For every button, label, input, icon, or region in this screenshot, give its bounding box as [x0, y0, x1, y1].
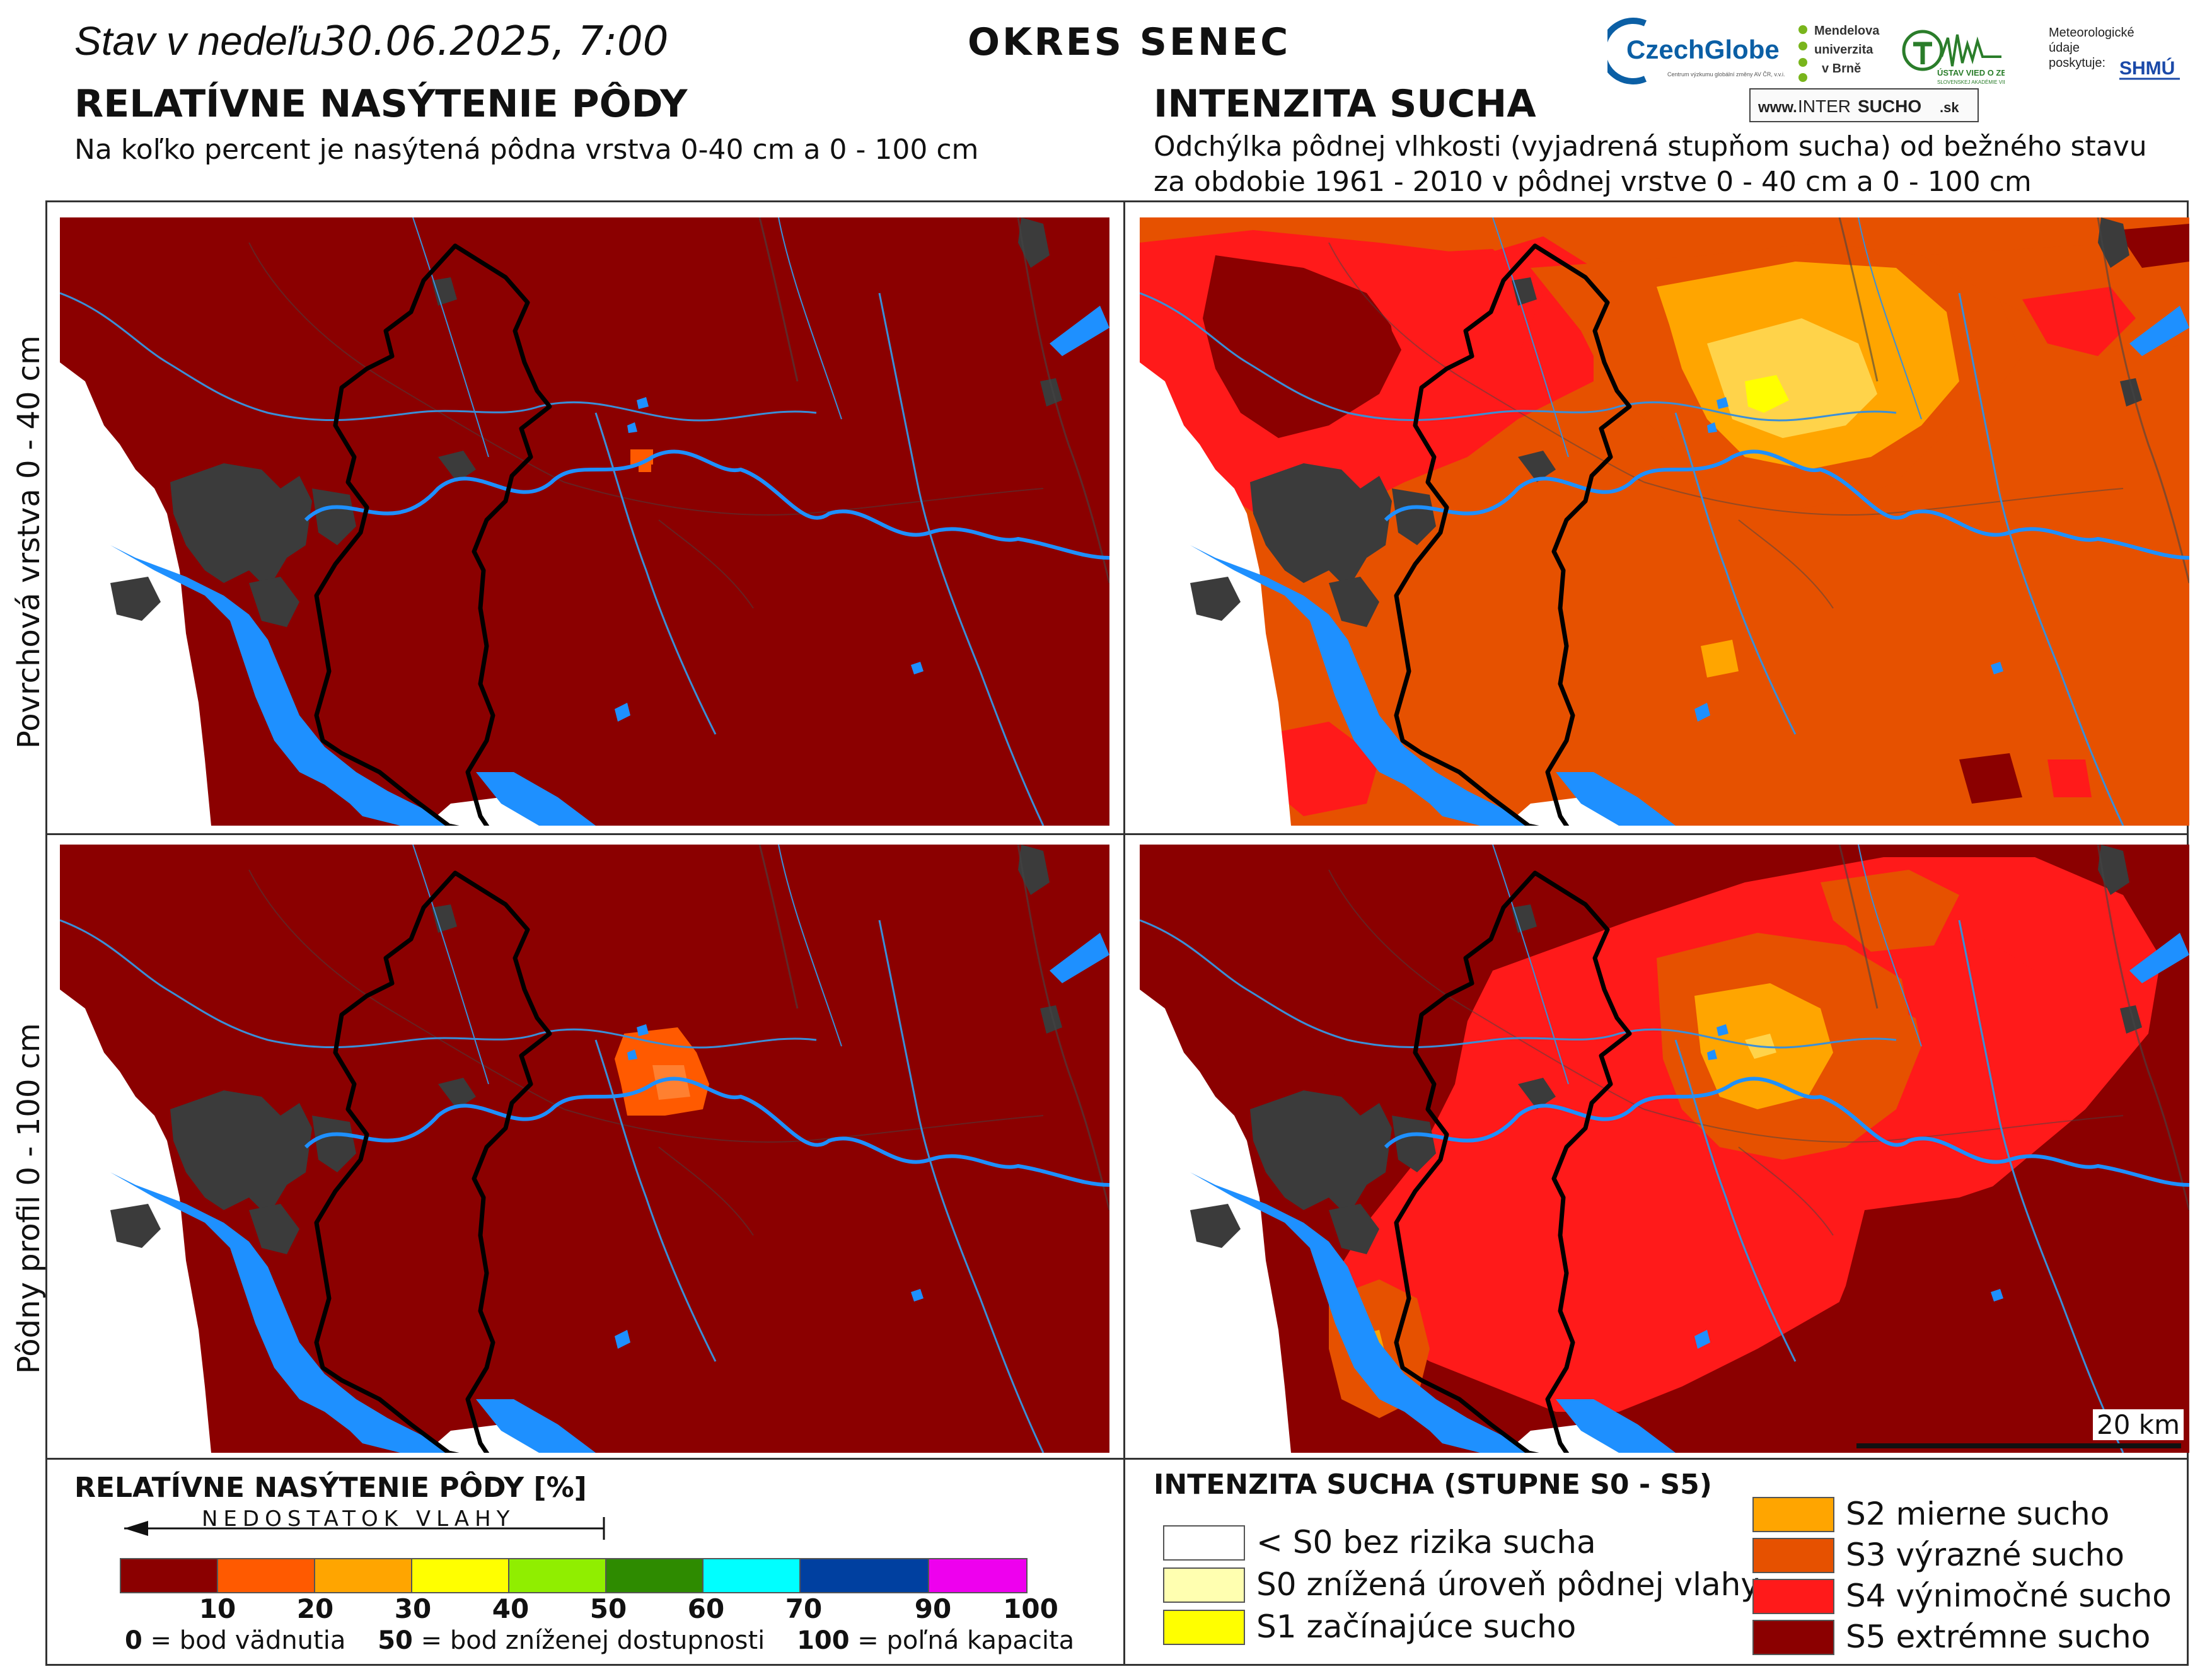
colorbar-segment: [704, 1559, 801, 1592]
row-label-topsoil: Povrchová vrstva 0 - 40 cm: [11, 335, 47, 749]
panel-divider-horizontal-2: [45, 1458, 2189, 1460]
saturation-title: RELATÍVNE NASÝTENIE PÔDY: [74, 82, 688, 126]
map-saturation-profile: [60, 845, 1109, 1453]
scale-bar: [1856, 1443, 2181, 1448]
footnote-text-1: = bod vädnutia: [142, 1626, 346, 1655]
colorbar-tick: 90: [914, 1593, 952, 1624]
district-title: OKRES SENEC: [968, 20, 1291, 64]
partner-logos: CzechGlobe Centrum výzkumu globální změn…: [1599, 9, 2194, 122]
colorbar-segment: [412, 1559, 510, 1592]
drought-swatch: [1752, 1538, 1834, 1573]
drought-swatch: [1163, 1567, 1245, 1603]
deficit-label: NEDOSTATOK VLAHY: [202, 1506, 516, 1532]
shmu-logo: Meteorologické údaje poskytuje: SHMÚ: [2011, 19, 2181, 88]
panel-divider-vertical: [1123, 200, 1125, 1666]
map-drought-profile: [1140, 845, 2189, 1453]
map-saturation-topsoil: [60, 217, 1109, 826]
drought-legend-label: S5 extrémne sucho: [1846, 1619, 2151, 1655]
drought-swatch: [1163, 1610, 1245, 1645]
czechglobe-sub: Centrum výzkumu globální změny AV ČR, v.…: [1667, 71, 1785, 78]
drought-title: INTENZITA SUCHA: [1154, 82, 1536, 126]
colorbar-segment: [315, 1559, 413, 1592]
mendel-logo: Mendelova univerzita v Brně: [1797, 16, 1897, 91]
colorbar-segment: [929, 1559, 1026, 1592]
saturation-legend-title: RELATÍVNE NASÝTENIE PÔDY [%]: [74, 1472, 587, 1504]
saturation-colorbar: [120, 1558, 1028, 1593]
uvz-logo: ÚSTAV VIED O ZEMI SLOVENSKEJ AKADÉMIE VI…: [1901, 25, 2015, 85]
panel-divider-horizontal-1: [45, 833, 2189, 835]
shmu-caption-3: poskytuje:: [2049, 56, 2105, 70]
saturation-footnote: 0 = bod vädnutia 50 = bod zníženej dostu…: [125, 1626, 1074, 1655]
saturation-ticks: 10 20 30 40 50 60 70 90 100: [120, 1593, 1058, 1625]
footnote-text-3: = poľná kapacita: [849, 1626, 1075, 1655]
drought-swatch: [1752, 1579, 1834, 1614]
colorbar-segment: [121, 1559, 219, 1592]
colorbar-tick: 100: [1003, 1593, 1058, 1624]
uvz-sub: SLOVENSKEJ AKADÉMIE VIED: [1937, 79, 2005, 85]
shmu-caption-2: údaje: [2049, 41, 2080, 55]
drought-legend-label: S4 výnimočné sucho: [1846, 1578, 2172, 1614]
saturation-subtitle: Na koľko percent je nasýtená pôdna vrstv…: [74, 134, 979, 166]
mendel-line-2: univerzita: [1814, 43, 1873, 57]
date-prefix: Stav v nedeľu: [74, 18, 321, 64]
footnote-value-3: 100: [797, 1626, 850, 1655]
footnote-value-2: 50: [378, 1626, 413, 1655]
czechglobe-logo: CzechGlobe Centrum výzkumu globální změn…: [1599, 16, 1790, 85]
mendel-line-3: v Brně: [1822, 62, 1861, 76]
drought-legend-label: < S0 bez rizika sucha: [1256, 1524, 1596, 1561]
colorbar-tick: 20: [296, 1593, 334, 1624]
drought-subtitle-line-1: Odchýlka pôdnej vlhkosti (vyjadrená stup…: [1154, 130, 2147, 163]
drought-legend-title: INTENZITA SUCHA (STUPNE S0 - S5): [1154, 1469, 1712, 1501]
colorbar-segment: [218, 1559, 316, 1592]
mendel-line-1: Mendelova: [1814, 24, 1880, 38]
colorbar-tick: 70: [785, 1593, 823, 1624]
shmu-caption-1: Meteorologické: [2049, 26, 2134, 40]
map-drought-topsoil: [1140, 217, 2189, 826]
drought-legend-label: S2 mierne sucho: [1846, 1496, 2110, 1532]
colorbar-tick: 60: [687, 1593, 725, 1624]
date-value: 30.06.2025, 7:00: [321, 18, 669, 65]
intersucho-www: www.: [1757, 99, 1797, 116]
uvz-name: ÚSTAV VIED O ZEMI: [1937, 68, 2005, 78]
intersucho-logo: www. INTER SUCHO .sk: [1749, 88, 1979, 122]
drought-swatch: [1163, 1525, 1245, 1561]
drought-legend-label: S1 začínajúce sucho: [1256, 1608, 1577, 1645]
colorbar-segment: [606, 1559, 704, 1592]
report-date: Stav v nedeľu30.06.2025, 7:00: [74, 18, 668, 65]
colorbar-tick: 40: [492, 1593, 530, 1624]
footnote-value-1: 0: [125, 1626, 142, 1655]
footnote-text-2: = bod zníženej dostupnosti: [412, 1626, 765, 1655]
intersucho-sk: .sk: [1940, 100, 1959, 115]
colorbar-tick: 10: [199, 1593, 236, 1624]
deficit-arrow: [123, 1517, 605, 1540]
czechglobe-name: CzechGlobe: [1626, 35, 1780, 64]
drought-subtitle: Odchýlka pôdnej vlhkosti (vyjadrená stup…: [1154, 129, 2147, 200]
drought-swatch: [1752, 1620, 1834, 1655]
drought-swatch: [1752, 1497, 1834, 1532]
scale-label: 20 km: [2093, 1409, 2184, 1440]
row-label-profile: Pôdny profil 0 - 100 cm: [11, 1023, 47, 1374]
drought-legend-label: S0 znížená úroveň pôdnej vlahy: [1256, 1566, 1759, 1603]
intersucho-inter: INTER: [1798, 96, 1851, 116]
colorbar-tick: 30: [394, 1593, 432, 1624]
colorbar-segment: [801, 1559, 929, 1592]
colorbar-segment: [509, 1559, 607, 1592]
drought-legend-label: S3 výrazné sucho: [1846, 1537, 2124, 1573]
shmu-name: SHMÚ: [2119, 57, 2175, 79]
colorbar-tick: 50: [589, 1593, 627, 1624]
intersucho-sucho: SUCHO: [1858, 96, 1921, 116]
drought-subtitle-line-2: za obdobie 1961 - 2010 v pôdnej vrstve 0…: [1154, 166, 2032, 198]
